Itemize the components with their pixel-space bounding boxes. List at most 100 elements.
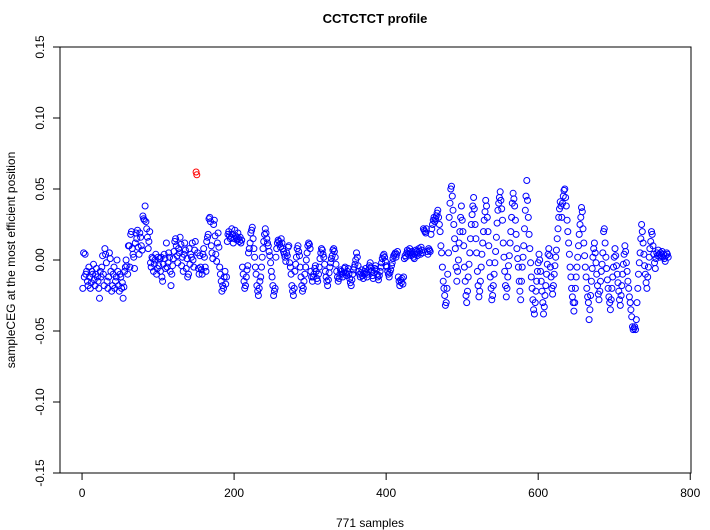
data-point [137,242,145,250]
data-point [154,253,162,261]
data-point [621,242,629,250]
x-tick-label: 200 [224,486,244,500]
data-point [245,249,252,257]
data-point [324,282,332,290]
data-point [604,284,612,292]
data-point [264,239,271,247]
data-point [467,221,475,228]
y-axis-label: sampleCEG at the most efficient position [4,152,18,369]
data-point [160,250,168,258]
data-point [454,256,462,264]
x-tick-label: 400 [376,486,396,500]
data-point [573,263,581,271]
data-point [271,284,279,292]
data-point [465,260,473,268]
data-point [283,252,291,260]
data-point [514,263,522,271]
data-point [530,306,538,314]
data-point [499,216,506,224]
data-point [442,299,450,307]
data-point [549,290,557,298]
data-point [113,256,121,264]
data-point [541,292,549,299]
data-point [598,260,606,268]
data-point [462,292,470,299]
data-point [564,228,572,236]
data-point [261,225,269,233]
data-point [380,250,388,258]
data-point [550,270,558,278]
data-point [648,228,655,236]
data-point [435,221,443,228]
data-point [262,229,270,237]
data-point [466,249,474,257]
data-point [551,262,559,270]
y-axis: -0.15 -0.10 -0.05 0.00 0.05 0.10 0.15 [33,35,61,487]
data-point [635,270,642,278]
data-point [295,248,303,255]
data-point [216,263,224,271]
data-point [306,245,314,253]
data-point [450,221,458,228]
data-point [509,189,517,197]
data-point [588,265,596,272]
data-point [625,284,633,292]
data-point [246,239,254,247]
data-point [597,277,604,285]
data-point [213,239,221,247]
data-point [607,296,615,304]
data-point [560,186,568,194]
data-point [491,259,499,267]
data-point [80,249,88,257]
data-point [546,252,554,260]
data-point [299,287,306,295]
data-point [249,235,257,243]
data-point [428,225,436,233]
data-point [535,250,543,258]
data-point [158,273,166,281]
data-point [627,306,635,314]
data-point [512,230,520,238]
data-point [241,284,249,292]
data-point [182,265,190,272]
data-point [302,256,310,264]
data-point [561,185,569,193]
data-point [385,273,393,281]
data-point [563,216,571,224]
data-point [248,226,256,234]
data-point [309,273,317,281]
data-point [521,225,528,233]
data-point [145,238,153,245]
data-point [203,238,211,245]
data-point [144,245,152,253]
data-point [291,267,299,275]
data-point [135,250,143,258]
data-point [214,229,222,237]
data-point [623,267,631,275]
data-point [142,218,150,226]
data-point [376,267,384,275]
data-point [481,208,489,216]
data-point [257,273,265,281]
data-point [331,253,339,261]
data-point [518,277,525,285]
data-point [250,245,258,253]
data-point [106,255,114,263]
data-point [538,287,546,295]
data-point [523,177,531,184]
data-point [90,260,97,268]
data-point [99,270,107,278]
data-point [381,253,389,261]
data-point [599,249,607,257]
data-point [490,270,498,278]
data-point [613,270,621,278]
data-point [353,249,360,257]
data-point [483,202,490,210]
data-point [664,253,672,261]
data-point [594,282,601,290]
data-point [537,277,545,285]
data-point [583,284,591,292]
data-point [437,242,445,250]
data-point [438,249,446,257]
data-point [634,284,642,292]
